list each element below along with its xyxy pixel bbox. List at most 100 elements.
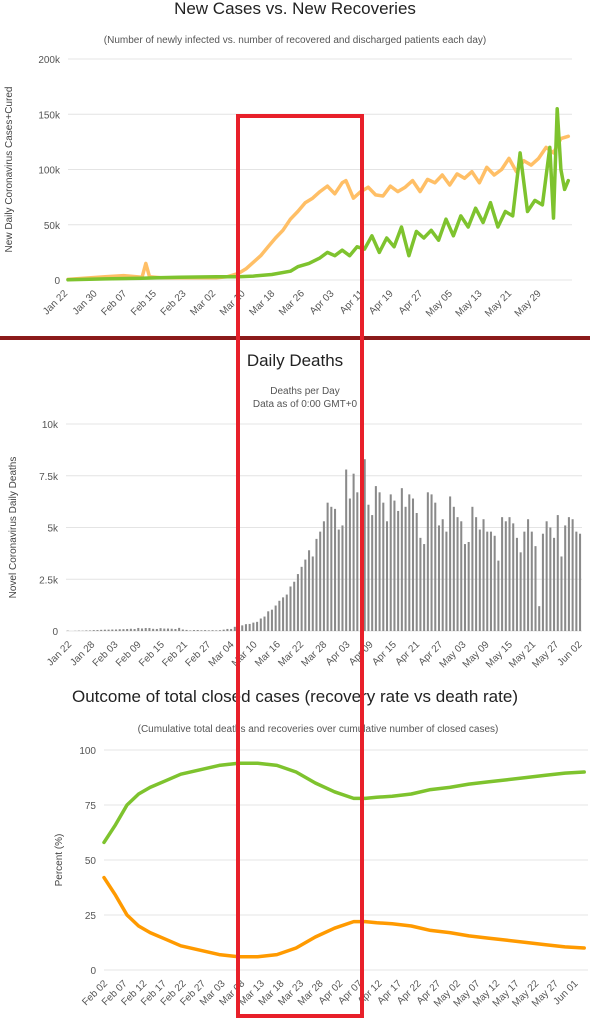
death-bar [382,502,385,631]
x-tick-label: Mar 28 [300,639,330,669]
x-tick-label: Feb 07 [100,288,130,318]
death-bar [137,627,140,631]
death-bar [560,556,563,631]
death-bar [170,628,173,631]
death-bar [567,517,570,631]
death-bar [267,611,270,631]
death-bar [274,605,277,631]
x-tick-label: Mar 18 [248,288,278,318]
y-tick-label: 100 [79,746,96,757]
death-bar [408,494,411,631]
x-tick-label: Feb 15 [129,288,159,318]
y-tick-label: 200k [38,55,61,66]
death-bar [226,628,229,631]
death-bar [571,519,574,631]
death-bar [118,629,121,631]
x-tick-label: Jan 30 [71,288,100,317]
death-bar [404,506,407,631]
y-tick-label: 0 [52,627,58,638]
death-bar [411,498,415,631]
death-bar [196,630,199,631]
y-tick-label: 25 [85,911,97,922]
death-bar [348,498,351,631]
death-bar [489,531,492,631]
death-bar [282,597,285,631]
death-bar [549,527,552,631]
death-bar [148,628,151,631]
death-bar [107,629,110,631]
new_recoveries-series-line [66,106,571,282]
death-bar [471,506,474,631]
x-tick-label: Jan 22 [41,288,70,317]
death-bar [204,630,207,631]
death-bar [371,515,374,631]
x-tick-label: Mar 02 [188,288,218,318]
y-axis-title: New Daily Coronavirus Cases+Cured [4,87,15,253]
death-bar [385,521,389,631]
y-tick-label: 75 [85,801,97,812]
death-bar [523,531,526,631]
death-bar [248,623,251,631]
death-bar [367,504,370,631]
death-bar [200,630,203,631]
death-bar [486,531,489,631]
death-bar [456,517,459,631]
x-tick-label: Apr 09 [347,639,376,668]
death-bar [211,630,214,631]
death-bar [527,519,530,631]
death-bar [419,537,422,631]
recovery-series-line [102,761,586,845]
death-bar [360,463,363,631]
death-bar [501,517,504,631]
section-divider [0,336,590,340]
death-bar [278,600,281,631]
x-tick-label: May 27 [530,639,561,670]
death-bar [244,624,247,631]
death-bar [397,510,400,631]
death-bar [140,628,144,631]
death-bar [300,566,303,631]
death-bar [545,521,548,631]
death-bar [579,533,582,631]
death-bar [449,496,452,631]
death-bar [166,628,170,631]
death-bar [230,628,233,631]
chart-subtitle-line: Data as of 0:00 GMT+0 [253,399,358,410]
death-bar [497,560,500,631]
death-bar [515,537,518,631]
death-bar [311,556,314,631]
death-bar [308,550,311,631]
death-series-line [102,875,586,959]
death-bar [512,523,515,631]
death-bar [341,525,344,631]
death-bar [129,628,132,631]
death-bar [374,486,377,631]
death-bar [256,621,259,631]
death-bar [189,630,192,631]
death-bar [215,630,218,631]
death-bar [241,625,244,631]
death-bar [122,629,125,631]
death-bar [530,531,533,631]
y-tick-label: 5k [47,524,59,535]
death-bar [285,594,288,631]
death-bar [441,519,444,631]
y-axis-title: Percent (%) [54,834,65,887]
death-bar [304,559,307,631]
death-bar [159,628,162,631]
death-bar [393,500,396,631]
death-bar [478,529,481,631]
x-tick-label: Apr 11 [338,288,366,316]
death-bar [463,544,466,631]
death-bar [192,630,195,631]
death-bar [115,629,118,631]
y-tick-label: 100k [38,166,61,177]
y-tick-label: 2.5k [39,575,59,586]
death-bar [541,533,544,631]
death-bar [400,488,403,631]
death-bar [270,609,273,631]
death-bar [426,492,429,631]
death-bar [508,517,511,631]
chart-title: Daily Deaths [247,351,343,370]
death-bar [233,626,236,631]
